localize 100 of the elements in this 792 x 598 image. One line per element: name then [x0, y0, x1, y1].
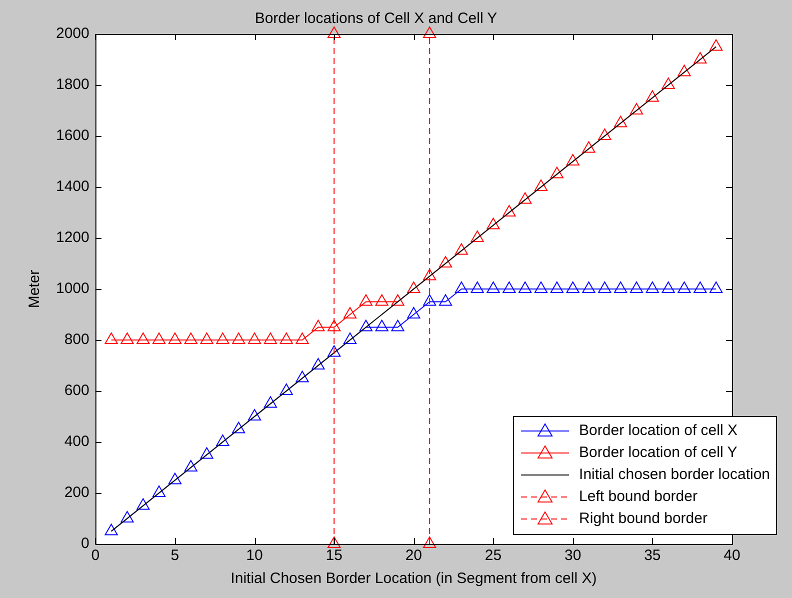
point: [534, 282, 548, 293]
legend-label: Border location of cell X: [579, 422, 738, 440]
x-tick-label: 25: [484, 547, 502, 564]
point: [312, 320, 325, 332]
x-tick-label: 30: [564, 547, 582, 564]
x-axis-title: Initial Chosen Border Location (in Segment from cell X): [230, 570, 597, 588]
point: [152, 486, 166, 497]
y-tick-label: 1800: [56, 76, 90, 94]
point: [454, 243, 468, 255]
point: [280, 332, 293, 344]
point: [136, 332, 150, 344]
point: [423, 268, 436, 280]
point: [566, 282, 580, 293]
point: [646, 90, 659, 102]
point: [678, 282, 691, 293]
point: [264, 332, 278, 344]
point: [232, 332, 246, 344]
point: [375, 320, 388, 332]
point: [550, 282, 564, 293]
point: [184, 460, 198, 472]
point: [120, 332, 134, 344]
point: [694, 282, 707, 293]
point: [630, 103, 644, 114]
point: [407, 282, 420, 293]
point: [359, 294, 372, 306]
point: [518, 282, 532, 293]
point: [296, 370, 309, 382]
point: [710, 282, 723, 293]
point: [391, 320, 404, 332]
point: [438, 256, 452, 268]
point: [312, 358, 325, 370]
legend-label: Initial chosen border location: [579, 466, 770, 484]
point: [598, 282, 612, 293]
x-tick-label: 10: [246, 547, 263, 564]
point: [470, 282, 484, 293]
legend-label: Right bound border: [579, 510, 708, 528]
point: [550, 166, 564, 178]
point: [614, 282, 628, 293]
point: [391, 294, 404, 306]
point: [280, 384, 293, 395]
y-tick-label: 1600: [56, 127, 90, 144]
y-tick-label: 200: [64, 484, 90, 502]
point: [470, 230, 484, 242]
legend-label: Border location of cell Y: [579, 444, 738, 462]
point: [646, 282, 659, 293]
point: [120, 511, 134, 522]
point: [694, 52, 707, 64]
point: [502, 205, 516, 216]
point: [328, 345, 341, 357]
point: [662, 78, 675, 89]
point: [375, 294, 388, 306]
point: [614, 116, 628, 128]
point: [200, 447, 214, 459]
point: [104, 332, 118, 344]
point: [248, 409, 262, 420]
y-tick-label: 2000: [56, 25, 90, 42]
point: [407, 307, 420, 318]
point: [168, 332, 182, 344]
y-tick-label: 600: [64, 382, 90, 400]
x-tick-label: 5: [170, 547, 180, 564]
point: [710, 39, 723, 51]
y-tick-label: 0: [81, 535, 90, 552]
point: [454, 282, 468, 293]
x-tick-label: 20: [405, 547, 422, 564]
point: [359, 320, 372, 332]
point: [232, 422, 246, 434]
point: [343, 332, 357, 344]
point: [328, 320, 341, 332]
point: [486, 218, 500, 230]
point: [184, 332, 198, 344]
point: [136, 498, 150, 510]
point: [423, 294, 436, 306]
point: [678, 64, 691, 76]
point: [518, 192, 532, 204]
point: [534, 180, 548, 191]
y-tick-label: 800: [64, 331, 90, 348]
point: [216, 434, 230, 446]
point: [296, 332, 309, 344]
y-tick-label: 1200: [56, 229, 90, 246]
point: [152, 332, 166, 344]
x-tick-label: 15: [326, 547, 342, 564]
point: [104, 524, 118, 536]
point: [168, 472, 182, 484]
point: [438, 294, 452, 306]
point: [216, 332, 230, 344]
point: [582, 141, 596, 153]
x-tick-label: 40: [724, 547, 740, 564]
point: [662, 282, 675, 293]
x-tick-label: 35: [644, 547, 661, 564]
y-tick-label: 1000: [56, 280, 90, 298]
point: [630, 282, 644, 293]
point: [200, 332, 214, 344]
chart-title: Border locations of Cell X and Cell Y: [254, 10, 498, 28]
point: [502, 282, 516, 293]
y-axis-title: Meter: [26, 270, 44, 308]
point: [566, 154, 580, 166]
point: [582, 282, 596, 293]
point: [486, 282, 500, 293]
point: [598, 128, 612, 140]
y-tick-label: 400: [64, 433, 90, 450]
